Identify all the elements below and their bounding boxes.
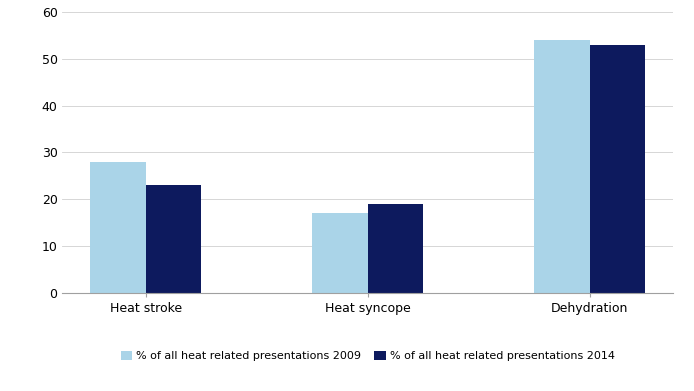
Bar [534,40,590,293]
Bar [590,45,645,293]
Bar [90,162,146,293]
Bar [312,213,368,293]
Legend: % of all heat related presentations 2009, % of all heat related presentations 20: % of all heat related presentations 2009… [116,347,620,366]
Bar [146,185,201,293]
Bar [368,204,423,293]
